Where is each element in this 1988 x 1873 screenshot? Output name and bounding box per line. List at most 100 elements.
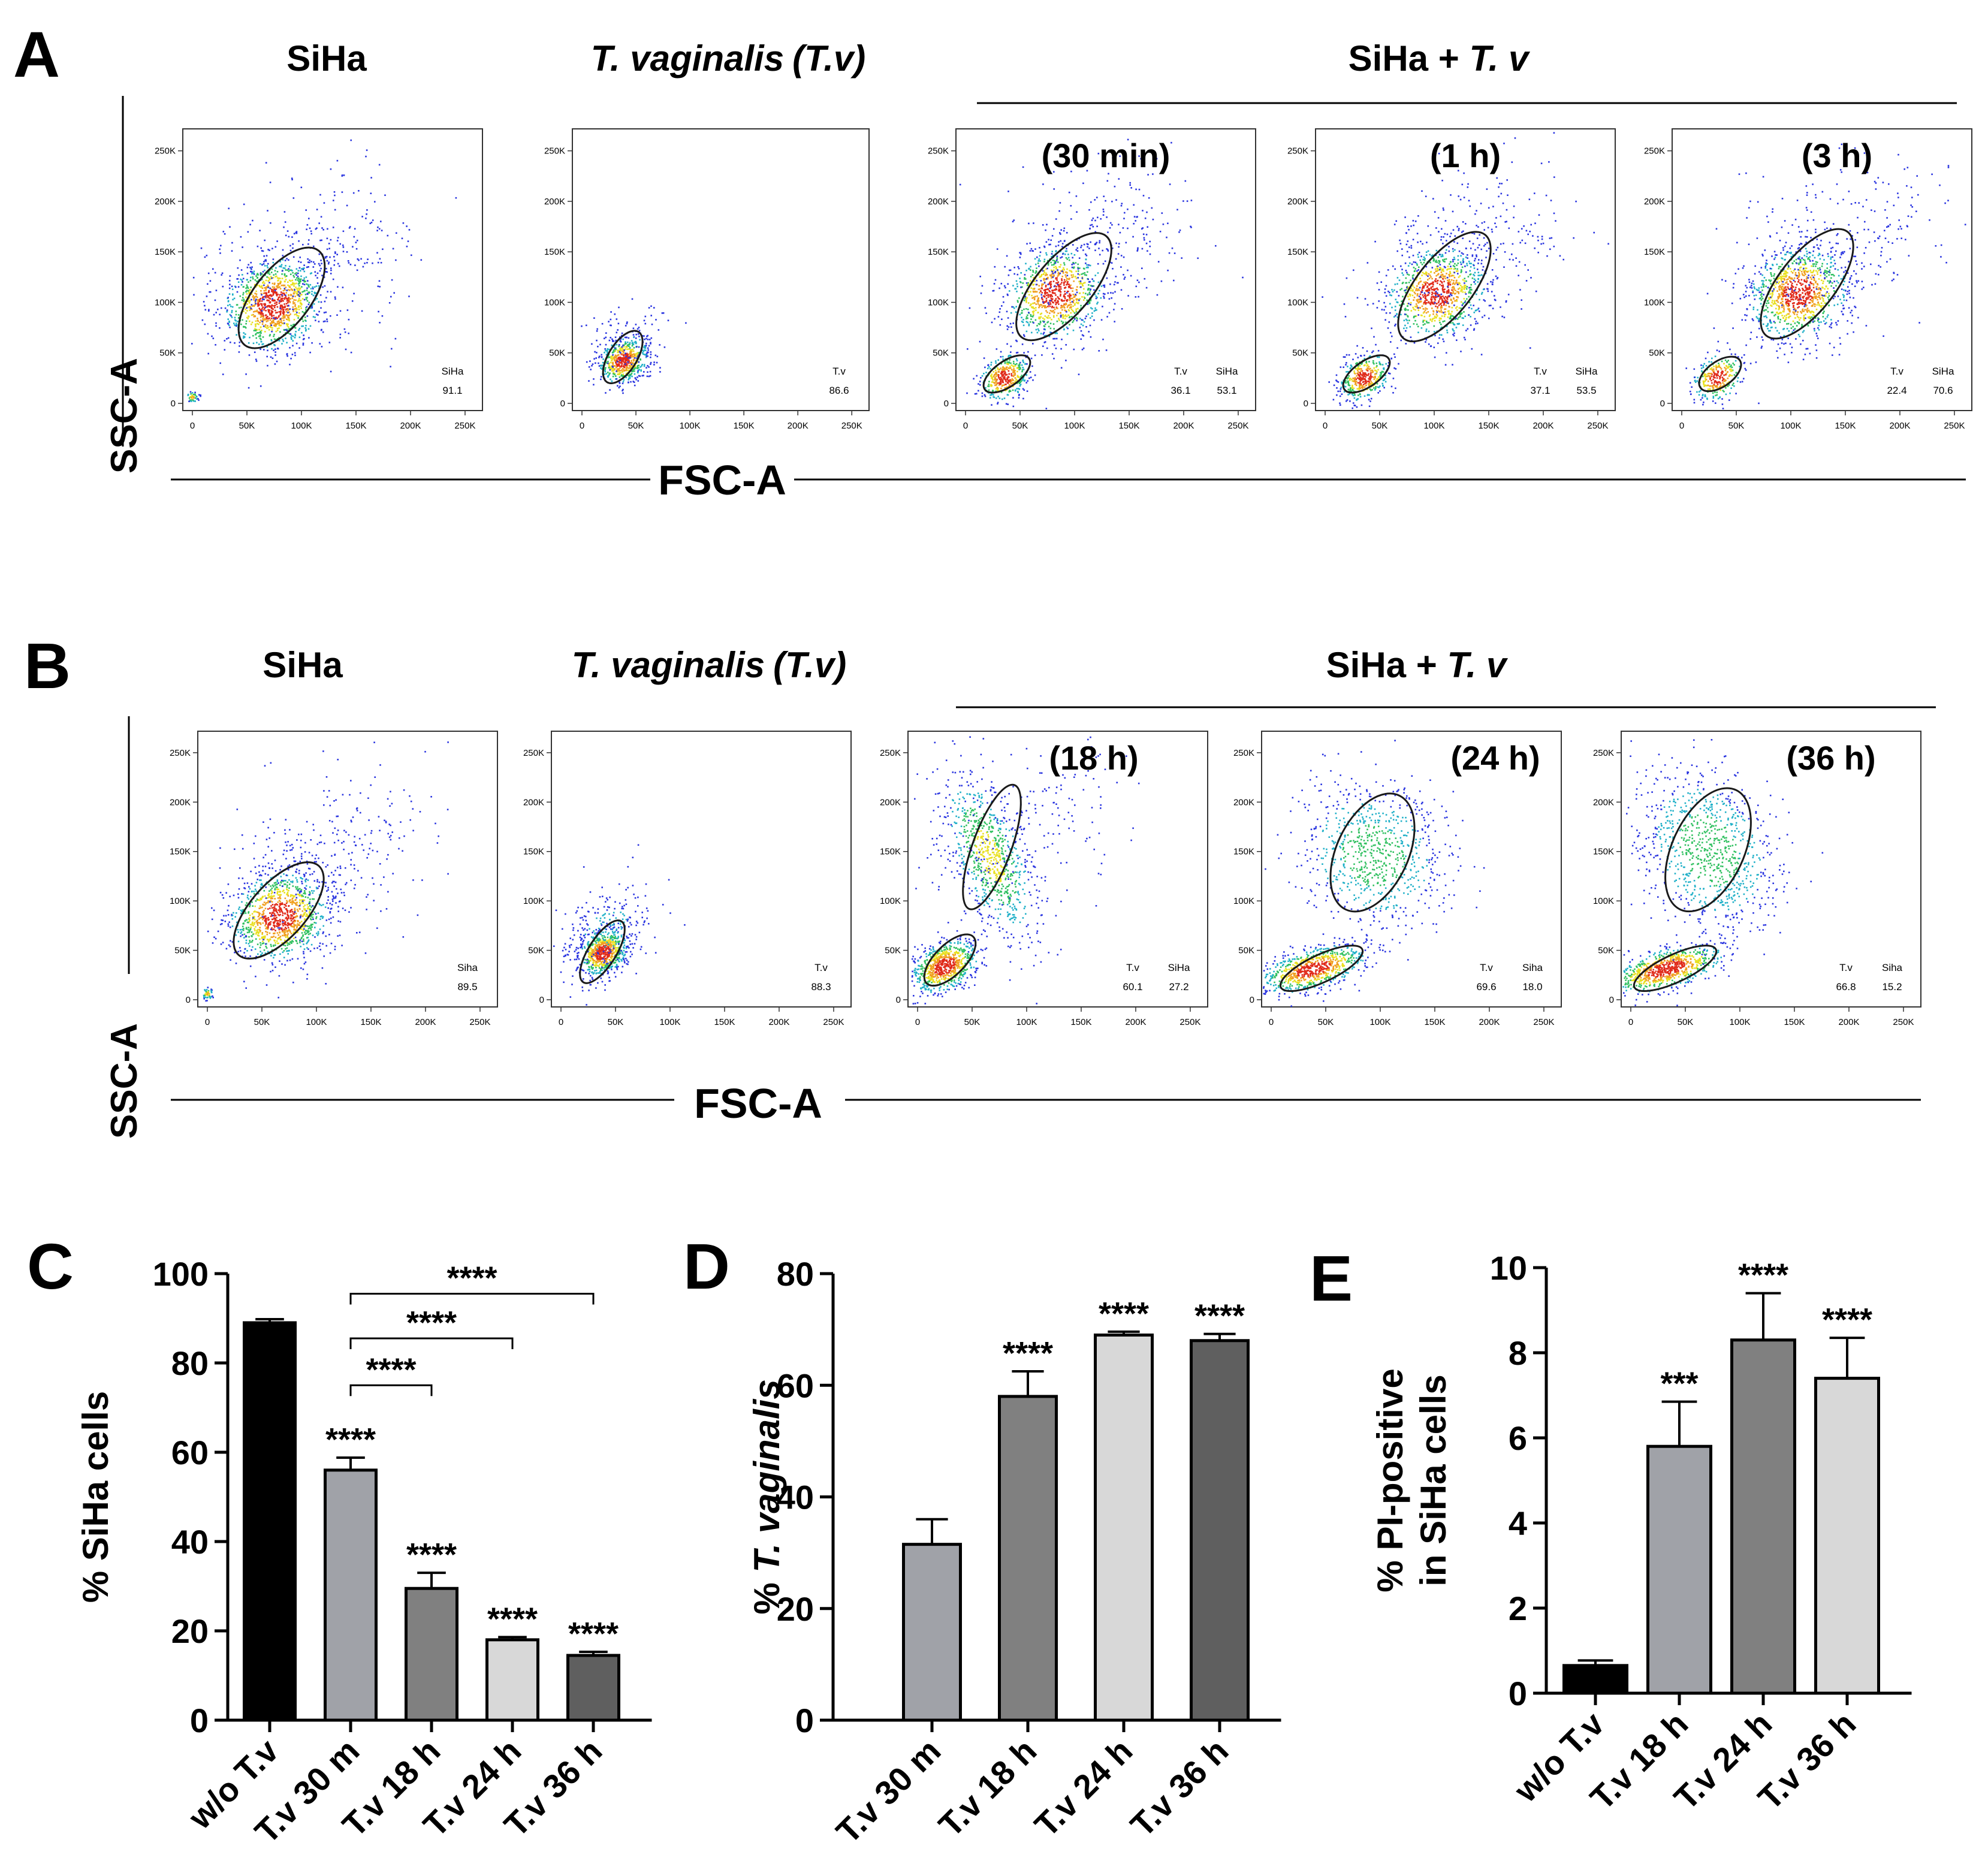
flow-event-dot: [260, 247, 262, 249]
flow-event-dot: [302, 269, 304, 270]
flow-event-dot: [1426, 272, 1428, 274]
flow-event-dot: [285, 269, 287, 271]
flow-event-dot: [192, 396, 194, 398]
flow-event-dot: [361, 216, 363, 218]
flow-event-dot: [1066, 326, 1068, 328]
flow-event-dot: [272, 290, 274, 292]
flow-event-dot: [1450, 279, 1453, 281]
flow-event-dot: [1071, 297, 1073, 300]
flow-event-dot: [997, 316, 1000, 318]
flow-event-dot: [280, 291, 282, 293]
flow-event-dot: [1002, 355, 1004, 358]
flow-event-dot: [612, 366, 614, 368]
flow-event-dot: [1023, 308, 1025, 310]
flow-event-dot: [1032, 315, 1034, 316]
flow-event-dot: [1051, 298, 1053, 300]
flow-event-dot: [292, 272, 294, 274]
flow-event-dot: [1424, 273, 1426, 275]
flow-event-dot: [607, 372, 609, 373]
flow-event-dot: [392, 248, 394, 250]
flow-event-dot: [1428, 343, 1430, 345]
flow-event-dot: [264, 265, 266, 267]
flow-event-dot: [1023, 389, 1025, 391]
flow-event-dot: [638, 364, 640, 367]
flow-event-dot: [1031, 331, 1033, 334]
flow-event-dot: [319, 239, 321, 242]
flow-event-dot: [313, 303, 315, 305]
flow-event-dot: [265, 279, 267, 282]
flow-event-dot: [650, 315, 652, 316]
flow-event-dot: [310, 261, 312, 263]
flow-event-dot: [1102, 209, 1105, 210]
flow-event-dot: [1037, 288, 1040, 291]
flow-event-dot: [1039, 276, 1041, 278]
flow-event-dot: [237, 314, 240, 316]
flow-event-dot: [1008, 373, 1010, 375]
flow-event-dot: [1463, 311, 1465, 313]
flow-event-dot: [1088, 288, 1090, 290]
flow-event-dot: [1064, 254, 1066, 255]
flow-event-dot: [326, 320, 328, 322]
flow-event-dot: [1036, 283, 1038, 286]
flow-event-dot: [298, 291, 300, 293]
flow-event-dot: [1019, 361, 1021, 364]
flow-event-dot: [228, 279, 231, 282]
flow-event-dot: [1021, 343, 1024, 345]
flow-event-dot: [622, 338, 624, 340]
flow-event-dot: [1062, 316, 1064, 318]
flow-event-dot: [1067, 257, 1070, 259]
flow-event-dot: [221, 272, 224, 275]
flow-event-dot: [1003, 384, 1005, 386]
flow-event-dot: [1468, 314, 1470, 316]
flow-event-dot: [1077, 267, 1079, 269]
flow-event-dot: [1061, 276, 1063, 278]
flow-event-dot: [1428, 273, 1430, 275]
flow-event-dot: [994, 377, 996, 379]
flow-event-dot: [995, 382, 997, 384]
flow-event-dot: [629, 347, 631, 349]
flow-event-dot: [246, 284, 248, 286]
flow-event-dot: [248, 315, 249, 317]
flow-event-dot: [643, 319, 645, 322]
flow-event-dot: [1048, 289, 1051, 292]
flow-event-dot: [1444, 364, 1447, 366]
flow-event-dot: [1000, 356, 1002, 358]
flow-event-dot: [1032, 312, 1034, 313]
flow-event-dot: [1473, 281, 1475, 283]
flow-event-dot: [1013, 374, 1015, 376]
flow-event-dot: [1427, 279, 1429, 281]
flow-event-dot: [294, 313, 296, 316]
flow-event-dot: [1437, 289, 1439, 291]
flow-event-dot: [378, 228, 381, 230]
flow-event-dot: [991, 378, 994, 380]
flow-event-dot: [1053, 357, 1055, 360]
flow-event-dot: [591, 364, 593, 367]
flow-event-dot: [1027, 291, 1029, 292]
flow-event-dot: [262, 336, 264, 338]
flow-event-dot: [229, 283, 231, 285]
flow-event-dot: [1075, 294, 1076, 295]
flow-event-dot: [615, 367, 617, 369]
flow-event-dot: [1055, 348, 1057, 349]
panel-b-title-mix: SiHa + T. v: [1326, 645, 1509, 685]
flow-event-dot: [258, 311, 260, 313]
flow-event-dot: [1050, 297, 1052, 300]
flow-event-dot: [1060, 257, 1061, 259]
flow-event-dot: [1383, 309, 1385, 311]
flow-event-dot: [1043, 304, 1045, 307]
flow-event-dot: [306, 283, 307, 285]
flow-event-dot: [304, 294, 307, 295]
flow-event-dot: [1162, 223, 1165, 225]
flow-event-dot: [1019, 252, 1021, 254]
flow-event-dot: [1066, 282, 1069, 283]
flow-event-dot: [251, 314, 253, 316]
flow-event-dot: [1422, 289, 1423, 291]
flow-event-dot: [1434, 298, 1435, 300]
flow-event-dot: [1376, 307, 1378, 309]
flow-event-dot: [653, 364, 655, 366]
flow-event-dot: [1416, 270, 1418, 272]
flow-event-dot: [1242, 276, 1244, 279]
flow-event-dot: [1022, 369, 1025, 370]
flow-event-dot: [1440, 309, 1442, 311]
